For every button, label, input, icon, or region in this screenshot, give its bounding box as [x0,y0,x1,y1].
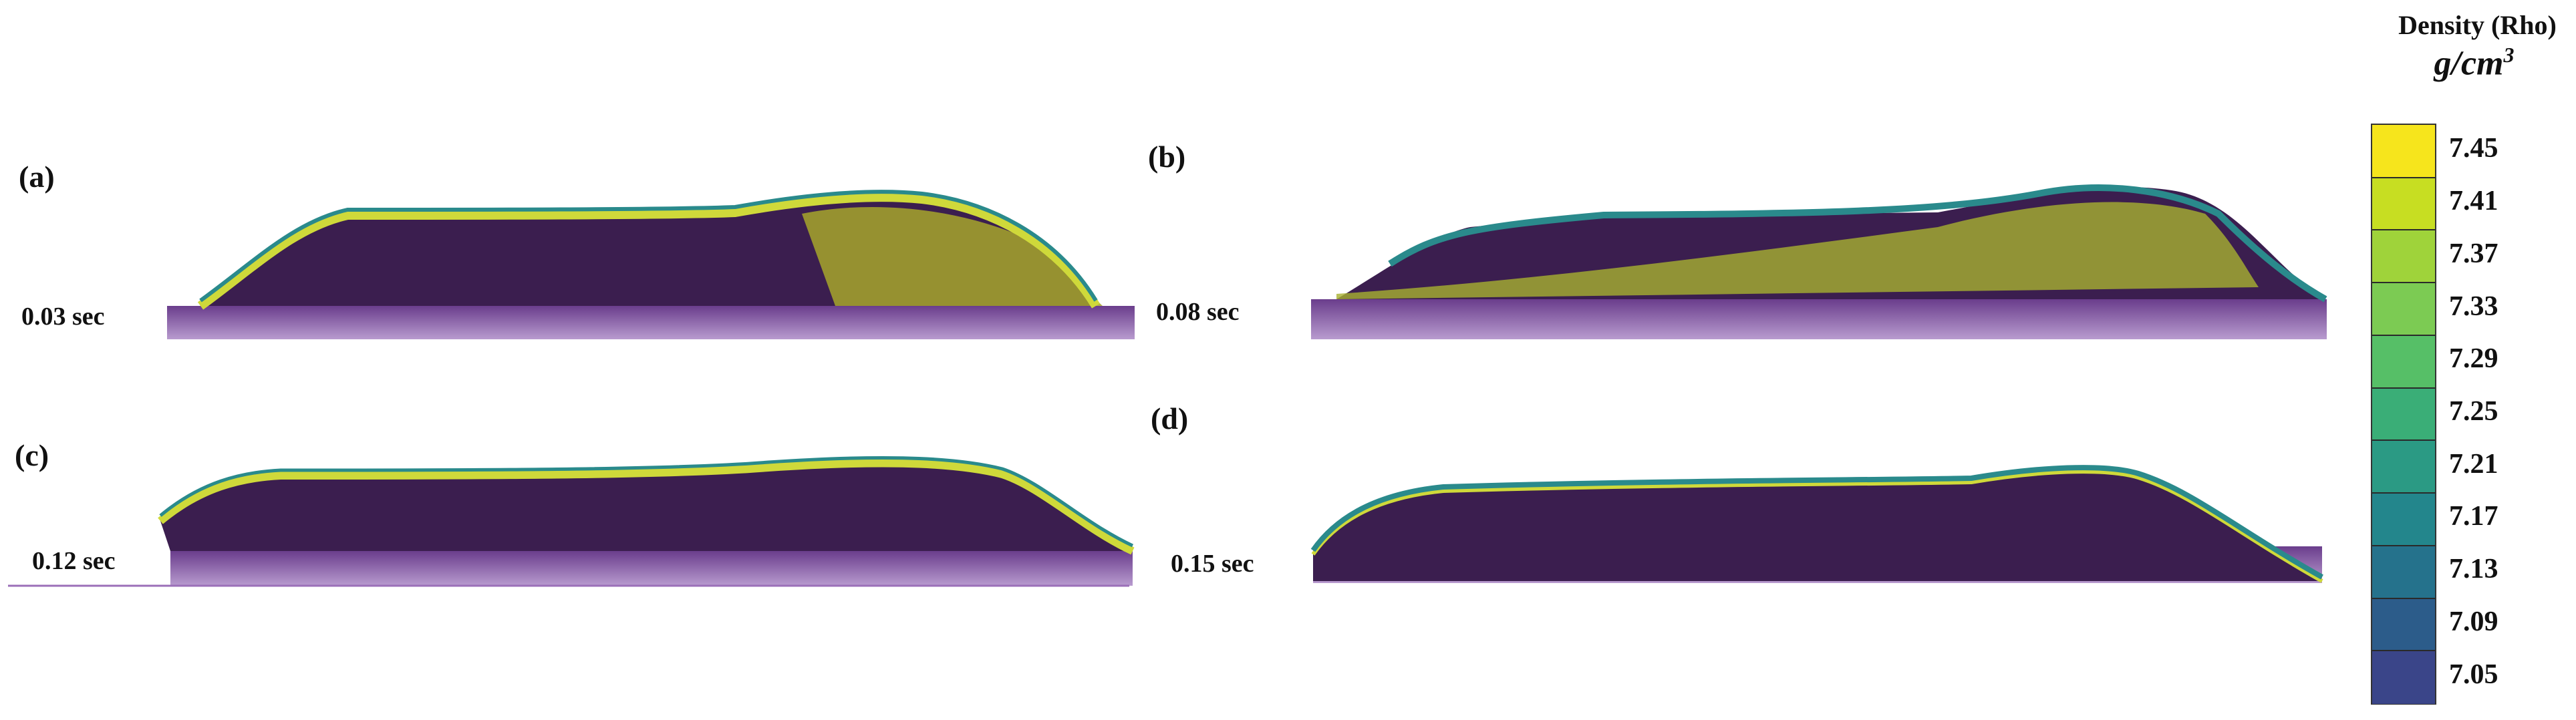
panel-c-time-label: 0.12 sec [32,547,116,575]
colorbar-segment [2372,177,2435,231]
colorbar-segment [2372,387,2435,441]
colorbar-divider [2372,439,2435,441]
colorbar-divider [2372,229,2435,231]
colorbar-tick-label: 7.17 [2449,501,2498,532]
colorbar-title: Density (Rho) [2398,10,2557,40]
colorbar-unit: g/cm3 [2379,43,2569,83]
colorbar-segment [2372,440,2435,494]
colorbar-divider [2372,282,2435,284]
panel-d-time-label: 0.15 sec [1171,550,1254,578]
colorbar-divider [2372,387,2435,389]
panel-c-letter: (c) [15,438,49,472]
colorbar-tick-label: 7.33 [2449,291,2498,322]
colorbar-tick-label: 7.29 [2449,343,2498,375]
colorbar-divider [2372,544,2435,546]
colorbar-tick-label: 7.41 [2449,186,2498,217]
colorbar-divider [2372,334,2435,336]
colorbar-unit-exponent: 3 [2503,43,2515,67]
panel-b-simulation [1311,184,2327,339]
panel-c-simulation [8,456,1135,587]
colorbar-segment [2372,545,2435,599]
colorbar-tick-label: 7.05 [2449,659,2498,690]
panel-d-letter: (d) [1151,401,1189,435]
panel-d-simulation [1310,465,2323,583]
colorbar-segment [2372,125,2435,178]
colorbar-divider [2372,597,2435,599]
colorbar-segment [2372,651,2435,704]
colorbar-tick-label: 7.21 [2449,448,2498,480]
colorbar-segment [2372,598,2435,652]
colorbar-divider [2372,492,2435,494]
colorbar-unit-base: g/cm [2434,44,2504,83]
panel-a-simulation [167,190,1135,339]
colorbar-tick-label: 7.45 [2449,133,2498,164]
panel-b-letter: (b) [1148,140,1186,174]
colorbar-tick-label: 7.37 [2449,238,2498,269]
colorbar-segment [2372,335,2435,389]
panel-b-time-label: 0.08 sec [1156,298,1240,326]
colorbar-segment [2372,230,2435,284]
colorbar-tick-label: 7.25 [2449,396,2498,427]
panel-a-time-label: 0.03 sec [21,303,105,331]
colorbar-segment [2372,283,2435,336]
colorbar-tick-label: 7.09 [2449,606,2498,637]
colorbar-tick-label: 7.13 [2449,554,2498,585]
colorbar [2371,124,2436,705]
panel-a-letter: (a) [19,160,55,194]
colorbar-divider [2372,650,2435,652]
colorbar-segment [2372,493,2435,546]
colorbar-divider [2372,176,2435,178]
